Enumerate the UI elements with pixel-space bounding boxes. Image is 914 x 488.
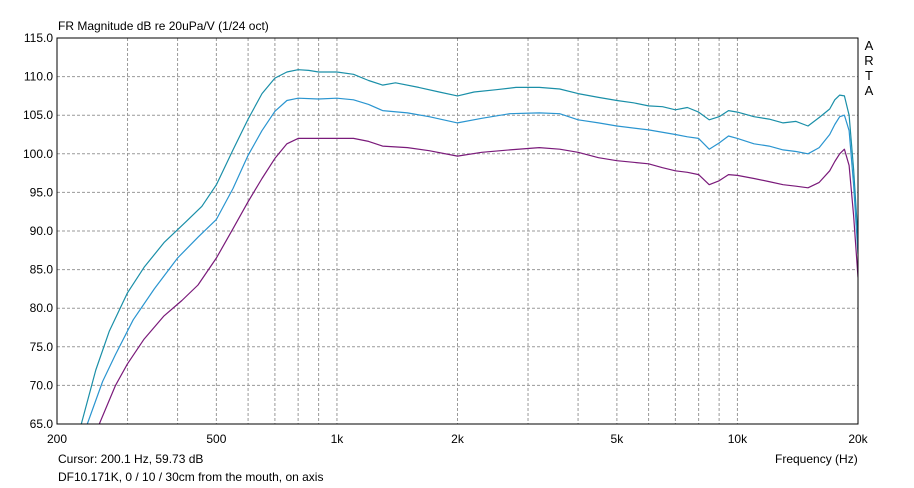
grid-layer — [57, 38, 858, 424]
measurement-caption: DF10.171K, 0 / 10 / 30cm from the mouth,… — [58, 470, 324, 484]
y-tick-label: 90.0 — [30, 224, 54, 238]
series-layer — [80, 69, 858, 424]
x-tick-label: 5k — [611, 432, 625, 446]
y-tick-label: 85.0 — [30, 263, 54, 277]
x-tick-label: 2k — [451, 432, 465, 446]
watermark-letter: A — [864, 38, 874, 53]
y-tick-label: 80.0 — [30, 301, 54, 315]
plot-frame — [56, 37, 859, 425]
x-tick-label: 20k — [848, 432, 868, 446]
response-curve — [80, 69, 858, 424]
y-tick-label: 70.0 — [30, 378, 54, 392]
response-curve — [86, 97, 858, 424]
axis-layer: 65.0 70.0 75.0 80.0 85.0 90.0 95.0 100.0 105.0 11… — [23, 31, 869, 446]
arta-watermark: A R T A — [862, 38, 876, 98]
y-tick-label: 65.0 — [30, 417, 54, 431]
chart-title: FR Magnitude dB re 20uPa/V (1/24 oct) — [58, 19, 269, 33]
x-tick-label: 200 — [47, 432, 67, 446]
cursor-readout: Cursor: 200.1 Hz, 59.73 dB — [58, 452, 204, 466]
watermark-letter: A — [864, 83, 874, 98]
y-tick-label: 110.0 — [24, 70, 53, 84]
watermark-letter: R — [864, 53, 874, 68]
y-tick-label: 105.0 — [23, 108, 53, 122]
y-tick-label: 115.0 — [24, 31, 53, 45]
y-tick-label: 75.0 — [30, 340, 54, 354]
x-tick-label: 1k — [331, 432, 345, 446]
x-tick-label: 10k — [728, 432, 748, 446]
response-curve — [98, 137, 858, 424]
y-tick-label: 100.0 — [23, 147, 53, 161]
watermark-letter: T — [865, 68, 873, 83]
x-axis-label: Frequency (Hz) — [775, 452, 858, 466]
x-tick-label: 500 — [206, 432, 226, 446]
y-tick-label: 95.0 — [30, 185, 54, 199]
